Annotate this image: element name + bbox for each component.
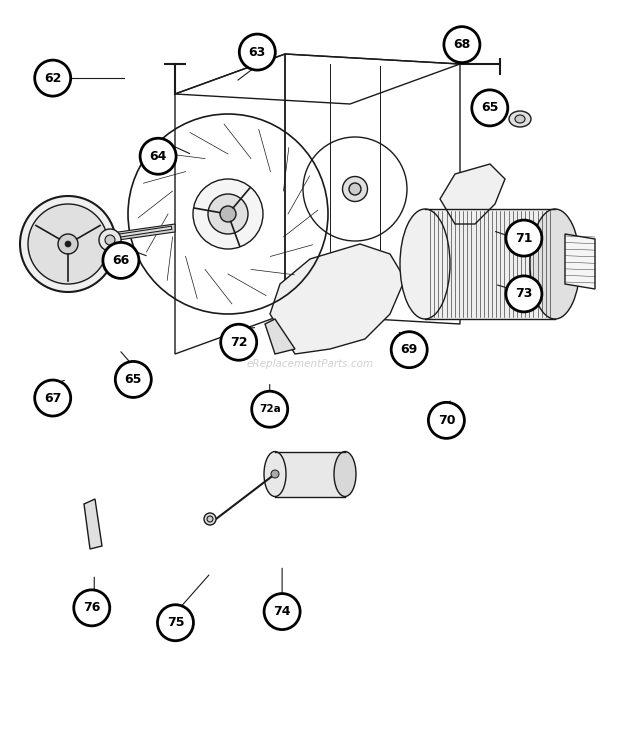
Ellipse shape xyxy=(20,196,116,292)
Circle shape xyxy=(74,590,110,626)
Polygon shape xyxy=(265,319,295,354)
Circle shape xyxy=(428,403,464,438)
Ellipse shape xyxy=(400,209,450,319)
Circle shape xyxy=(252,391,288,427)
Ellipse shape xyxy=(207,516,213,522)
Text: 65: 65 xyxy=(481,101,498,115)
Ellipse shape xyxy=(65,241,71,247)
Circle shape xyxy=(140,138,176,174)
Ellipse shape xyxy=(204,513,216,525)
Text: 76: 76 xyxy=(83,601,100,615)
Ellipse shape xyxy=(28,204,108,284)
Ellipse shape xyxy=(264,452,286,496)
Ellipse shape xyxy=(530,209,580,319)
Circle shape xyxy=(239,34,275,70)
Ellipse shape xyxy=(509,111,531,127)
Ellipse shape xyxy=(515,115,525,123)
Circle shape xyxy=(391,332,427,368)
Circle shape xyxy=(157,605,193,641)
Text: 72a: 72a xyxy=(259,404,281,414)
Circle shape xyxy=(264,594,300,629)
Ellipse shape xyxy=(342,176,368,202)
Ellipse shape xyxy=(208,194,248,234)
Circle shape xyxy=(115,362,151,397)
Text: 74: 74 xyxy=(273,605,291,618)
Text: 67: 67 xyxy=(44,391,61,405)
Ellipse shape xyxy=(99,229,121,251)
Text: 64: 64 xyxy=(149,150,167,163)
Circle shape xyxy=(472,90,508,126)
Polygon shape xyxy=(440,164,505,224)
Circle shape xyxy=(35,60,71,96)
Circle shape xyxy=(221,324,257,360)
Polygon shape xyxy=(90,224,175,244)
Text: 70: 70 xyxy=(438,414,455,427)
Text: 69: 69 xyxy=(401,343,418,356)
Text: 68: 68 xyxy=(453,38,471,51)
Polygon shape xyxy=(565,234,595,289)
Text: 71: 71 xyxy=(515,231,533,245)
Ellipse shape xyxy=(193,179,263,249)
Text: 73: 73 xyxy=(515,287,533,301)
Ellipse shape xyxy=(349,183,361,195)
Circle shape xyxy=(506,220,542,256)
FancyBboxPatch shape xyxy=(425,209,555,319)
FancyBboxPatch shape xyxy=(275,452,345,496)
Ellipse shape xyxy=(220,206,236,222)
Text: 62: 62 xyxy=(44,71,61,85)
Text: 66: 66 xyxy=(112,254,130,267)
Text: 65: 65 xyxy=(125,373,142,386)
Circle shape xyxy=(35,380,71,416)
Text: eReplacementParts.com: eReplacementParts.com xyxy=(246,359,374,369)
Circle shape xyxy=(506,276,542,312)
Circle shape xyxy=(103,243,139,278)
Ellipse shape xyxy=(334,452,356,496)
Ellipse shape xyxy=(58,234,78,254)
Text: 63: 63 xyxy=(249,45,266,59)
Text: 75: 75 xyxy=(167,616,184,629)
Text: 72: 72 xyxy=(230,336,247,349)
Circle shape xyxy=(444,27,480,62)
Ellipse shape xyxy=(271,470,279,478)
Polygon shape xyxy=(84,499,102,549)
Ellipse shape xyxy=(105,235,115,245)
Polygon shape xyxy=(270,244,405,354)
